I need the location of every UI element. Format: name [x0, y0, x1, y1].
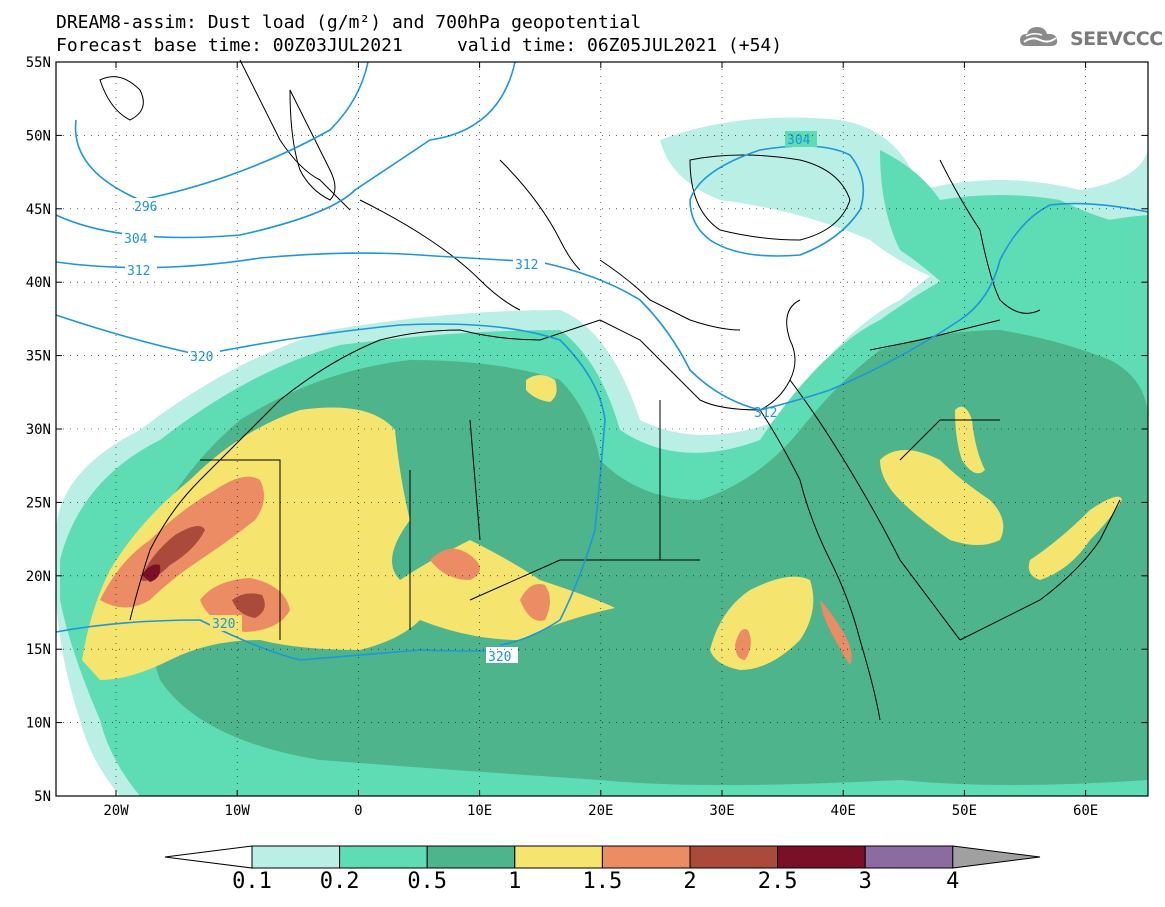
lon-label: 20E — [588, 803, 613, 819]
colorbar-box — [689, 845, 779, 869]
contour-labels: 296 304 312 320 304 312 312 320 320 — [122, 131, 817, 665]
lat-label: 25N — [26, 495, 51, 511]
contour-label: 312 — [127, 264, 150, 279]
colorbar-label: 0.5 — [407, 869, 447, 894]
dust-band-1-5-redsea — [820, 600, 852, 665]
dust-band-1-5-chad — [520, 584, 550, 621]
lat-label: 35N — [26, 349, 51, 365]
lon-label: 20W — [103, 803, 129, 819]
dust-band-0-2-caspian — [880, 150, 1148, 320]
contour-label: 320 — [488, 650, 511, 665]
dust-band-2-5-west — [142, 564, 161, 582]
colorbar-box — [251, 845, 341, 869]
graticule — [56, 61, 1148, 797]
contour-312-east — [829, 202, 1149, 391]
contour-312 — [55, 252, 831, 411]
contour-304-black-sea — [689, 145, 865, 257]
map-title: DREAM8-assim: Dust load (g/m²) and 700hP… — [56, 12, 642, 33]
coastlines — [99, 59, 1121, 721]
colorbar-box — [777, 845, 866, 869]
contour-296 — [74, 61, 369, 201]
colorbar-box — [864, 845, 954, 869]
colorbar-label: 2.5 — [758, 869, 798, 894]
contour-label: 312 — [515, 258, 538, 273]
lon-label: 40E — [831, 803, 856, 819]
lat-label: 10N — [26, 716, 51, 732]
forecast-time-subtitle: Forecast base time: 00Z03JUL2021 valid t… — [56, 35, 783, 56]
cloud-logo-icon — [1020, 27, 1058, 46]
dust-band-2-mali — [232, 593, 265, 618]
contour-label: 304 — [787, 133, 811, 148]
lat-label: 5N — [34, 789, 51, 805]
contour-label: 312 — [754, 406, 777, 421]
colorbar-box — [426, 845, 516, 869]
seevccc-logo: SEEVCCC — [1018, 22, 1163, 56]
colorbar-label: 1 — [508, 869, 521, 894]
lon-label: 0 — [354, 803, 362, 819]
contour-label: 296 — [134, 200, 157, 215]
colorbar-label: 0.2 — [320, 869, 360, 894]
dust-band-1-libya — [526, 375, 557, 402]
lon-label: 50E — [952, 803, 977, 819]
colorbar-box — [339, 845, 428, 869]
contour-304-west — [55, 61, 516, 239]
colorbar-label: 0.1 — [232, 869, 272, 894]
dust-band-1-5-niger — [430, 548, 480, 580]
lat-label: 55N — [26, 55, 51, 71]
lat-label: 50N — [26, 128, 51, 144]
lon-label: 10E — [467, 803, 492, 819]
colorbar-label: 3 — [859, 869, 872, 894]
colorbar-over-triangle — [952, 845, 1041, 869]
colorbar-label: 4 — [946, 869, 959, 894]
colorbar-under-triangle — [164, 845, 253, 869]
contour-label: 320 — [190, 350, 213, 365]
colorbar: 0.1 0.2 0.5 1 1.5 2 2.5 3 4 — [164, 845, 1041, 894]
dust-band-1-gulf — [955, 406, 985, 474]
lat-label: 45N — [26, 202, 51, 218]
dust-band-1-oman — [1028, 496, 1122, 580]
dust-band-1-5-sudan — [735, 629, 751, 660]
contour-label: 304 — [124, 232, 148, 247]
lon-label: 60E — [1073, 803, 1098, 819]
colorbar-box — [514, 845, 603, 869]
contour-320-south — [55, 619, 521, 661]
dust-band-1-arabia — [880, 450, 1004, 545]
lon-label: 10W — [225, 803, 251, 819]
latitude-labels: 55N 50N 45N 40N 35N 30N 25N 20N 15N 10N 5N — [26, 55, 51, 805]
colorbar-box — [601, 845, 691, 869]
contour-label: 320 — [212, 617, 235, 632]
lat-label: 30N — [26, 422, 51, 438]
lon-label: 30E — [709, 803, 734, 819]
lat-label: 40N — [26, 275, 51, 291]
longitude-labels: 20W 10W 0 10E 20E 30E 40E 50E 60E — [103, 803, 1098, 819]
lat-label: 20N — [26, 569, 51, 585]
colorbar-label: 1.5 — [583, 869, 623, 894]
colorbar-label: 2 — [683, 869, 696, 894]
lat-label: 15N — [26, 642, 51, 658]
logo-text: SEEVCCC — [1070, 28, 1163, 50]
